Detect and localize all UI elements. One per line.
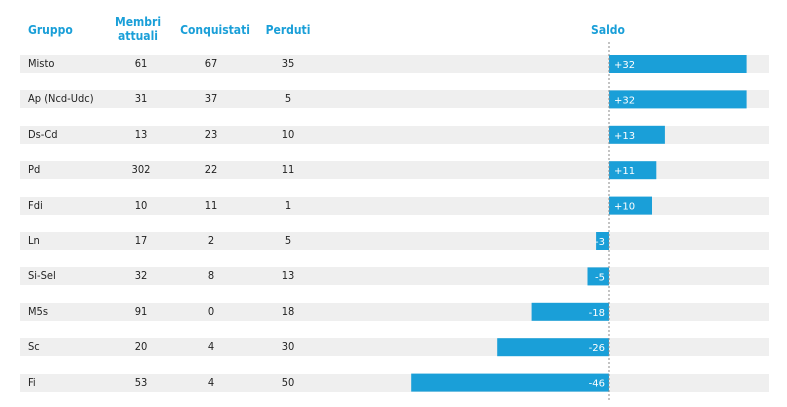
saldo-bar (587, 267, 609, 286)
perduti-cell: 13 (281, 269, 295, 283)
perduti-cell: 30 (281, 340, 295, 354)
membri-cell: 10 (134, 198, 148, 212)
gruppo-cell: Fdi (28, 198, 43, 212)
gruppo-cell: Ap (Ncd-Udc) (28, 92, 94, 106)
perduti-cell: 50 (281, 375, 295, 389)
membri-cell: 20 (134, 340, 148, 354)
membri-cell: 31 (134, 92, 148, 106)
membri-cell: 13 (134, 127, 148, 141)
perduti-cell: 11 (281, 163, 295, 177)
perduti-cell: 18 (281, 304, 295, 318)
table-row: Pd 302 22 11 (20, 161, 769, 180)
saldo-label: -46 (589, 379, 605, 390)
perduti-cell: 1 (284, 198, 292, 212)
gruppo-cell: Sc (28, 340, 40, 354)
saldo-label: +11 (614, 166, 635, 177)
table-row: Ln 17 2 5 (20, 232, 769, 250)
conquistati-cell: 23 (204, 127, 218, 141)
perduti-cell: 10 (281, 127, 295, 141)
membri-cell: 302 (131, 163, 151, 177)
membri-cell: 53 (134, 375, 148, 389)
table-row: Misto 61 67 35 (20, 55, 769, 73)
conquistati-cell: 4 (207, 375, 215, 389)
perduti-cell: 5 (284, 234, 292, 247)
header-membri-line1: Membri (114, 15, 162, 29)
saldo-bar (596, 232, 609, 250)
saldo-bar (497, 338, 609, 357)
table-row: Si-Sel 32 8 13 (20, 267, 769, 286)
header-membri-attuali: Membri attuali (108, 15, 168, 43)
conquistati-cell: 37 (204, 92, 218, 106)
table-row: Ds-Cd 13 23 10 (20, 125, 769, 144)
conquistati-cell: 2 (207, 234, 215, 247)
conquistati-cell: 11 (204, 198, 218, 212)
saldo-label: -5 (595, 272, 605, 283)
saldo-bar (609, 55, 747, 73)
table-row: Fdi 10 11 1 (20, 196, 769, 215)
saldo-label: -3 (595, 237, 605, 248)
saldo-bar (609, 90, 747, 109)
header-membri-line2: attuali (118, 29, 158, 43)
membri-cell: 32 (134, 269, 148, 283)
saldo-label: -26 (589, 343, 605, 354)
conquistati-cell: 8 (207, 269, 215, 283)
gruppo-cell: Ds-Cd (28, 127, 58, 141)
table-row: Ap (Ncd-Udc) 31 37 5 (20, 90, 769, 109)
perduti-cell: 35 (281, 57, 295, 70)
header-gruppo: Gruppo (28, 23, 73, 37)
membri-cell: 17 (134, 234, 148, 247)
saldo-label: +32 (614, 60, 635, 71)
membri-cell: 91 (134, 304, 148, 318)
conquistati-cell: 0 (207, 304, 215, 318)
gruppo-cell: M5s (28, 304, 48, 318)
saldo-bar (609, 196, 652, 215)
conquistati-cell: 4 (207, 340, 215, 354)
saldo-bar (609, 161, 657, 180)
saldo-bar (531, 302, 609, 321)
saldo-label: +10 (614, 202, 635, 213)
saldo-bar (411, 373, 609, 392)
membri-cell: 61 (134, 57, 148, 70)
header-conquistati: Conquistati (180, 23, 250, 37)
perduti-cell: 5 (284, 92, 292, 106)
saldo-bar (609, 125, 665, 144)
saldo-label: +13 (614, 131, 635, 142)
conquistati-cell: 22 (204, 163, 218, 177)
saldo-label: +32 (614, 95, 635, 106)
gruppo-cell: Si-Sel (28, 269, 56, 283)
gruppo-cell: Pd (28, 163, 41, 177)
conquistati-cell: 67 (204, 57, 218, 70)
header-perduti: Perduti (265, 23, 311, 37)
header-saldo: Saldo (591, 23, 625, 37)
gruppo-cell: Ln (28, 234, 40, 247)
gruppo-cell: Fi (28, 375, 36, 389)
saldo-label: -18 (589, 308, 605, 319)
gruppo-cell: Misto (28, 57, 55, 70)
